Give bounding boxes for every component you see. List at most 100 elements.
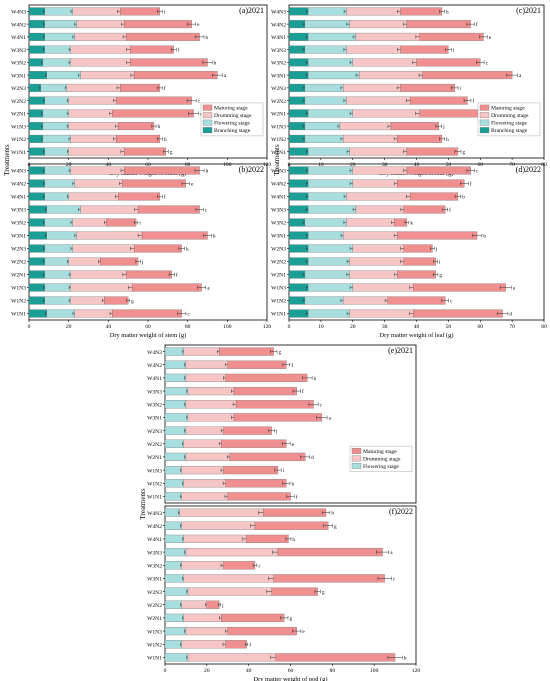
bar-segment-branching (28, 283, 46, 292)
legend-swatch-branching (479, 127, 490, 134)
y-tick-label: W4N3 (147, 511, 162, 517)
bar-segment-maturing (129, 58, 208, 67)
bar-segment-flowering (304, 96, 347, 105)
bar-segment-branching (288, 58, 309, 67)
significance-letter: f (476, 21, 478, 28)
bar-segment-maturing (133, 71, 218, 80)
significance-letter: h (164, 137, 167, 143)
bar-segment-drumming (185, 360, 228, 369)
bar-segment-flowering (304, 134, 344, 143)
bar-segment-branching (288, 122, 306, 131)
bar-segment-maturing (124, 20, 192, 29)
significance-letter: a (519, 73, 522, 79)
panel-label: (f)2022 (389, 507, 413, 516)
x-tick-label: 60 (477, 324, 483, 330)
x-tick-label: 70 (509, 324, 515, 330)
y-tick-label: W1N1 (271, 312, 286, 318)
bar-segment-flowering (46, 205, 81, 214)
bar-segment-drumming (183, 439, 222, 448)
bar-segment-branching (288, 109, 309, 118)
significance-letter: e (191, 182, 194, 188)
bar-segment-drumming (187, 653, 277, 662)
legend-swatch-maturing (351, 447, 362, 454)
y-tick-label: W1N1 (11, 150, 26, 156)
bar-segment-branching (28, 296, 46, 305)
y-tick-label: W1N3 (11, 286, 26, 292)
y-tick-label: W4N3 (271, 169, 286, 175)
y-tick-label: W1N3 (147, 629, 162, 635)
y-tick-label: W4N3 (11, 169, 26, 175)
bar-segment-maturing (137, 205, 200, 214)
bar-segment-drumming (70, 296, 105, 305)
y-tick-label: W3N3 (147, 550, 162, 556)
x-tick-label: 100 (370, 668, 379, 674)
bar-segment-flowering (44, 257, 69, 266)
y-tick-label: W1N3 (271, 286, 286, 292)
bar-segment-drumming (70, 270, 127, 279)
y-tick-label: W4N1 (147, 376, 162, 382)
y-tick-label: W2N1 (11, 273, 26, 279)
significance-letter: b (214, 60, 217, 66)
bar-segment-maturing (126, 32, 200, 41)
y-tick-label: W4N3 (147, 350, 162, 356)
bar-segment-flowering (44, 32, 75, 41)
bar-segment-flowering (307, 231, 344, 240)
bar-segment-maturing (422, 71, 513, 80)
bar-segment-maturing (131, 283, 202, 292)
bar-segment-maturing (118, 122, 155, 131)
significance-letter: f (296, 493, 298, 500)
bar-segment-flowering (304, 122, 341, 131)
bar-segment-drumming (346, 96, 411, 105)
bar-segment-drumming (185, 426, 224, 435)
bar-segment-drumming (352, 244, 404, 253)
x-axis-label: Dry matter weight of leaf (g) (380, 332, 454, 339)
bar-segment-flowering (164, 561, 182, 570)
bar-segment-drumming (183, 347, 220, 356)
significance-letter: g (170, 150, 173, 156)
chart-panel-1: W4N3afaiW4N2bgdeW4N1aecbW3N3aeffW3N2fbcb… (11, 4, 271, 177)
significance-letter: c (393, 576, 396, 582)
bar-segment-flowering (46, 231, 77, 240)
legend-swatch-maturing (479, 104, 490, 111)
bar-segment-branching (28, 192, 46, 201)
bar-segment-maturing (413, 309, 503, 318)
bar-segment-maturing (227, 492, 291, 501)
bar-segment-drumming (80, 205, 139, 214)
y-tick-label: W3N1 (147, 577, 162, 583)
bar-segment-maturing (246, 534, 289, 544)
x-tick-label: 20 (66, 324, 72, 330)
x-tick-label: 60 (145, 324, 151, 330)
bar-segment-flowering (44, 192, 69, 201)
bar-segment-flowering (164, 413, 189, 422)
y-tick-label: W4N1 (11, 195, 26, 201)
x-tick-label: 80 (541, 324, 547, 330)
bar-segment-flowering (307, 147, 350, 156)
bar-segment-branching (28, 134, 44, 143)
y-tick-label: W2N1 (147, 616, 162, 622)
bar-segment-maturing (221, 439, 287, 448)
bar-segment-drumming (181, 640, 226, 649)
y-tick-label: W4N2 (271, 22, 286, 28)
legend-swatch-drumming (202, 112, 213, 119)
significance-letter: i (453, 48, 455, 54)
x-tick-label: 0 (164, 668, 167, 674)
bar-segment-branching (28, 147, 46, 156)
legend-label-branching: Branching stage (491, 128, 528, 134)
bar-segment-drumming (66, 83, 121, 92)
bar-segment-drumming (70, 166, 125, 175)
y-tick-label: W2N2 (11, 260, 26, 266)
bar-segment-maturing (403, 205, 446, 214)
bar-segment-flowering (44, 283, 71, 292)
bar-segment-maturing (124, 147, 166, 156)
bar-segment-branching (28, 218, 46, 227)
y-tick-label: W4N1 (11, 35, 26, 41)
bar-segment-maturing (219, 347, 274, 356)
y-tick-label: W3N1 (147, 416, 162, 422)
bar-segment-flowering (164, 640, 182, 649)
legend-swatch-maturing (202, 104, 213, 111)
bar-segment-maturing (116, 96, 192, 105)
significance-letter: g (131, 299, 134, 305)
y-tick-label: W3N2 (147, 563, 162, 569)
significance-letter: h (446, 137, 449, 143)
